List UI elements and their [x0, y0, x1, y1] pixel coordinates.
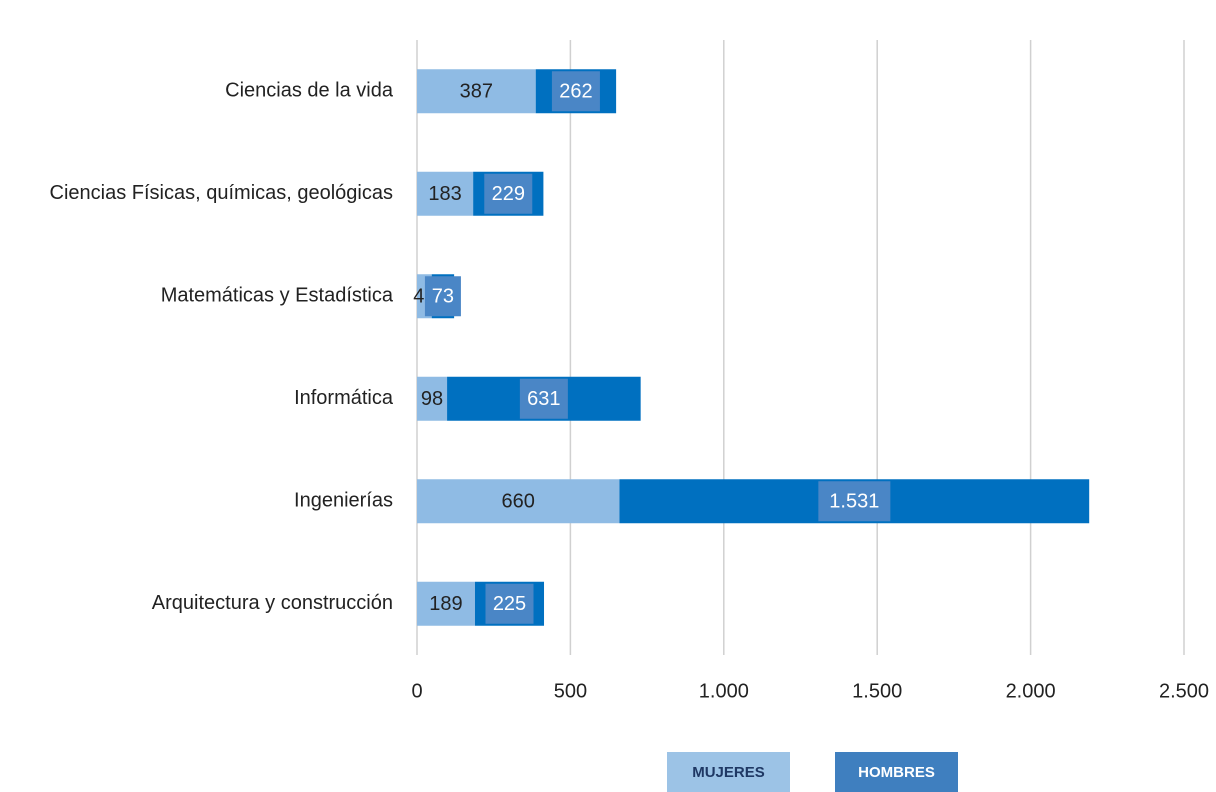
- data-label: 1.531: [829, 491, 879, 513]
- legend-label: MUJERES: [692, 764, 765, 781]
- x-tick-label: 500: [554, 680, 587, 702]
- bar-segment: [417, 581, 475, 626]
- y-tick-label: Ciencias Físicas, químicas, geológicas: [50, 182, 393, 204]
- x-tick-label: 2.500: [1159, 680, 1209, 702]
- y-tick-label: Arquitectura y construcción: [152, 592, 393, 614]
- data-label: 660: [502, 491, 535, 513]
- bar-segment: [417, 171, 474, 216]
- x-tick-label: 1.500: [852, 680, 902, 702]
- x-tick-label: 0: [411, 680, 422, 702]
- data-label: 189: [429, 593, 462, 615]
- data-label: 631: [527, 388, 560, 410]
- legend-swatch: [667, 752, 790, 792]
- bar-segment: [417, 479, 620, 524]
- bar-segment: [417, 376, 448, 421]
- x-tick-label: 1.000: [699, 680, 749, 702]
- data-label-box: [485, 583, 534, 624]
- data-label: 73: [432, 286, 454, 308]
- legend-label: HOMBRES: [858, 764, 935, 781]
- data-label: 98: [421, 388, 443, 410]
- data-label-box: [519, 378, 568, 419]
- y-tick-label: Ciencias de la vida: [225, 80, 394, 102]
- y-tick-label: Ingenierías: [294, 490, 393, 512]
- bar-segment: [417, 69, 536, 114]
- data-label: 387: [460, 81, 493, 103]
- data-label-box: [424, 276, 461, 317]
- y-tick-label: Informática: [294, 387, 394, 409]
- data-label-box: [818, 481, 891, 522]
- data-label: 225: [493, 593, 526, 615]
- x-tick-label: 2.000: [1006, 680, 1056, 702]
- data-label: 262: [559, 81, 592, 103]
- data-label-box: [551, 71, 600, 112]
- data-label: 183: [428, 183, 461, 205]
- data-label-box: [484, 173, 533, 214]
- legend-swatch: [835, 752, 958, 792]
- data-label: 229: [492, 183, 525, 205]
- y-tick-label: Matemáticas y Estadística: [161, 285, 394, 307]
